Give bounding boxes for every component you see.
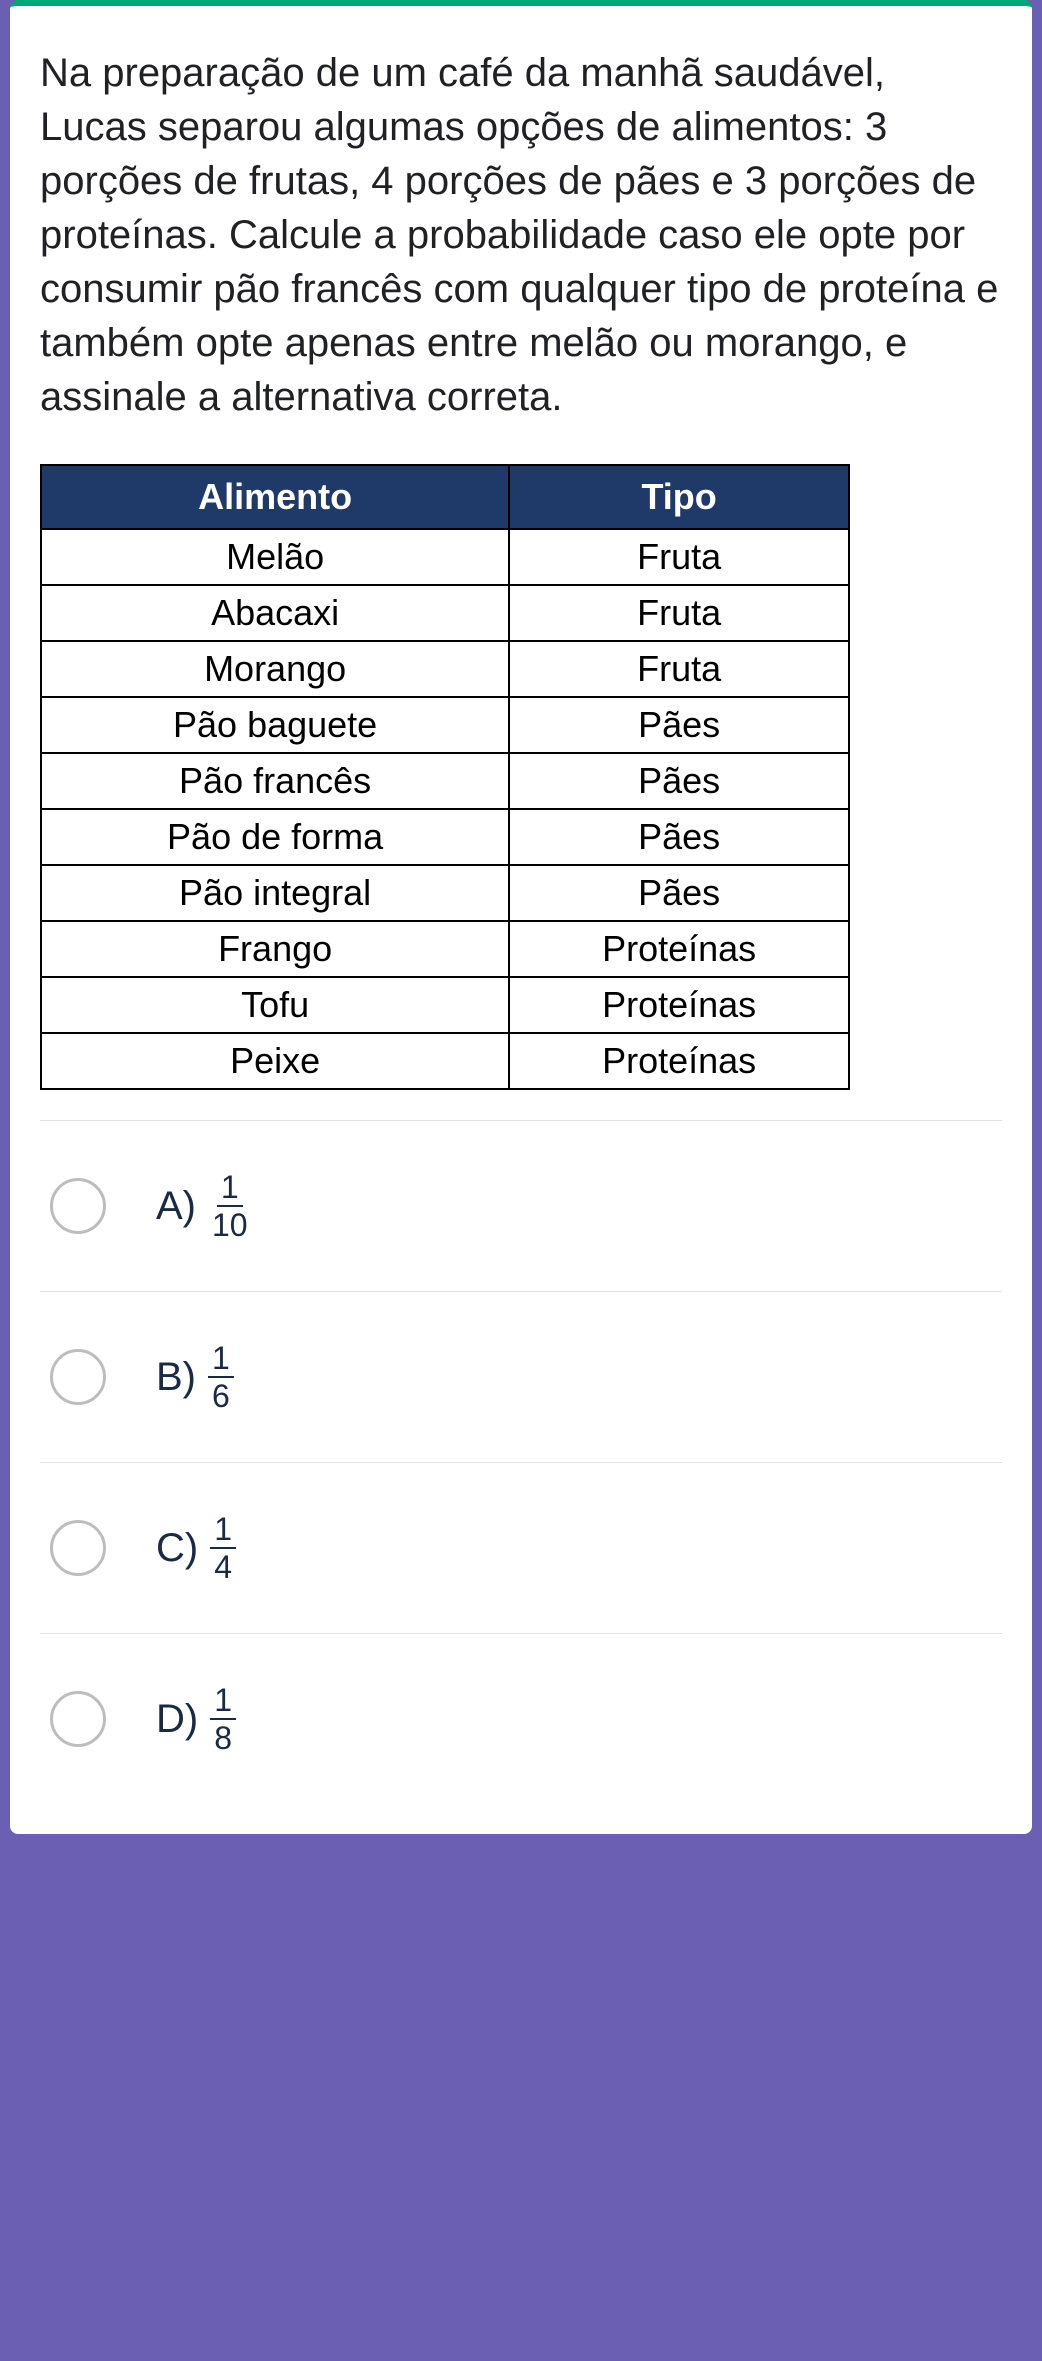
food-table: Alimento Tipo Melão Fruta Abacaxi Fruta … (40, 464, 850, 1090)
table-row: Pão integral Pães (41, 865, 849, 921)
option-letter: D) (156, 1697, 198, 1742)
radio-b[interactable] (50, 1349, 106, 1405)
question-card: Na preparação de um café da manhã saudáv… (10, 0, 1032, 1834)
table-cell: Pães (509, 753, 849, 809)
option-b-label: B) 1 6 (156, 1342, 234, 1412)
fraction: 1 4 (210, 1513, 236, 1583)
option-a-label: A) 1 10 (156, 1171, 252, 1241)
table-row: Peixe Proteínas (41, 1033, 849, 1089)
option-c[interactable]: C) 1 4 (40, 1462, 1002, 1633)
table-cell: Pão integral (41, 865, 509, 921)
fraction-numerator: 1 (217, 1171, 243, 1207)
table-cell: Fruta (509, 585, 849, 641)
option-letter: B) (156, 1355, 196, 1400)
table-cell: Morango (41, 641, 509, 697)
table-cell: Peixe (41, 1033, 509, 1089)
option-letter: C) (156, 1526, 198, 1571)
option-b[interactable]: B) 1 6 (40, 1291, 1002, 1462)
table-header-alimento: Alimento (41, 465, 509, 529)
radio-d[interactable] (50, 1691, 106, 1747)
table-cell: Proteínas (509, 1033, 849, 1089)
option-letter: A) (156, 1184, 196, 1229)
table-row: Melão Fruta (41, 529, 849, 585)
table-row: Frango Proteínas (41, 921, 849, 977)
table-cell: Pão baguete (41, 697, 509, 753)
table-cell: Proteínas (509, 977, 849, 1033)
table-cell: Melão (41, 529, 509, 585)
table-row: Pão francês Pães (41, 753, 849, 809)
table-header-row: Alimento Tipo (41, 465, 849, 529)
table-cell: Pães (509, 865, 849, 921)
fraction-denominator: 10 (208, 1207, 252, 1241)
fraction: 1 10 (208, 1171, 252, 1241)
table-cell: Fruta (509, 641, 849, 697)
table-row: Morango Fruta (41, 641, 849, 697)
radio-a[interactable] (50, 1178, 106, 1234)
option-d-label: D) 1 8 (156, 1684, 236, 1754)
table-cell: Pães (509, 697, 849, 753)
option-d[interactable]: D) 1 8 (40, 1633, 1002, 1804)
table-row: Pão baguete Pães (41, 697, 849, 753)
fraction-numerator: 1 (208, 1342, 234, 1378)
table-cell: Pães (509, 809, 849, 865)
table-header-tipo: Tipo (509, 465, 849, 529)
table-row: Abacaxi Fruta (41, 585, 849, 641)
table-cell: Fruta (509, 529, 849, 585)
fraction-denominator: 6 (208, 1378, 234, 1412)
table-row: Pão de forma Pães (41, 809, 849, 865)
question-text: Na preparação de um café da manhã saudáv… (40, 46, 1002, 424)
option-c-label: C) 1 4 (156, 1513, 236, 1583)
table-cell: Pão de forma (41, 809, 509, 865)
fraction: 1 6 (208, 1342, 234, 1412)
option-a[interactable]: A) 1 10 (40, 1120, 1002, 1291)
table-cell: Pão francês (41, 753, 509, 809)
fraction-numerator: 1 (210, 1513, 236, 1549)
table-cell: Frango (41, 921, 509, 977)
table-cell: Tofu (41, 977, 509, 1033)
table-cell: Proteínas (509, 921, 849, 977)
radio-c[interactable] (50, 1520, 106, 1576)
fraction: 1 8 (210, 1684, 236, 1754)
options-list: A) 1 10 B) 1 6 C) 1 (40, 1120, 1002, 1804)
fraction-numerator: 1 (210, 1684, 236, 1720)
fraction-denominator: 8 (210, 1720, 236, 1754)
fraction-denominator: 4 (210, 1549, 236, 1583)
table-row: Tofu Proteínas (41, 977, 849, 1033)
table-cell: Abacaxi (41, 585, 509, 641)
